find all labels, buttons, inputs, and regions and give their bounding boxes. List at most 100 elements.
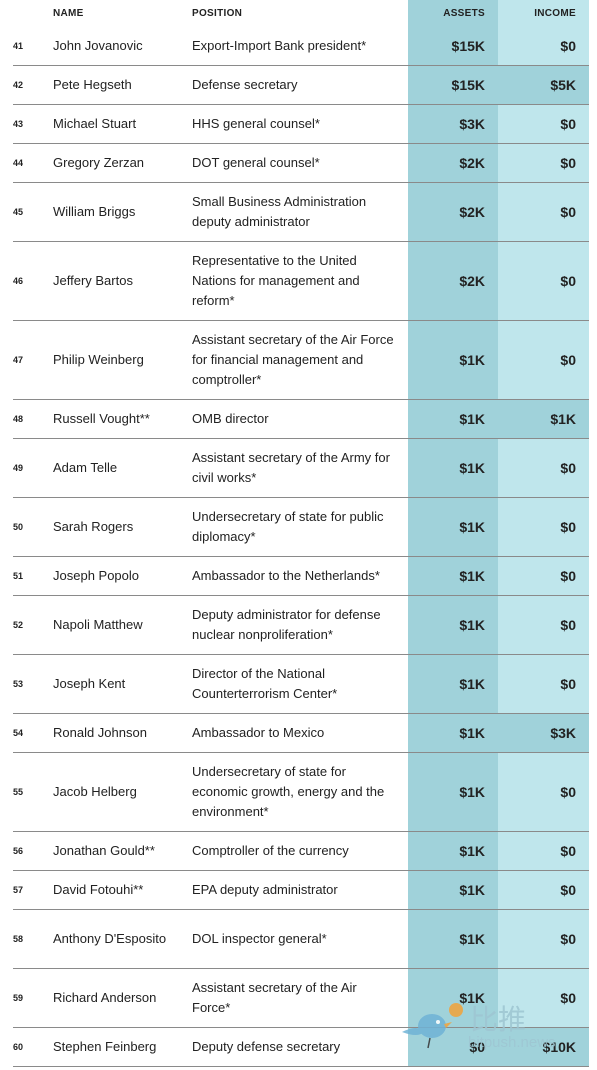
row-number: 52 <box>13 620 24 630</box>
row-position: Defense secretary <box>192 77 298 92</box>
row-income: $0 <box>498 832 589 870</box>
row-number: 41 <box>13 41 24 51</box>
row-assets: $1K <box>408 753 498 831</box>
row-number: 53 <box>13 679 24 689</box>
table-row: 60 Stephen Feinberg Deputy defense secreta… <box>13 1028 589 1067</box>
row-assets: $1K <box>408 321 498 399</box>
row-number: 55 <box>13 787 24 797</box>
row-position: DOL inspector general* <box>192 931 327 946</box>
row-income: $0 <box>498 969 589 1027</box>
table-row: 49 Adam Telle Assistant secretary of the A… <box>13 439 589 498</box>
row-number: 42 <box>13 80 24 90</box>
row-income: $0 <box>498 27 589 65</box>
row-number: 58 <box>13 934 24 944</box>
row-number: 51 <box>13 571 24 581</box>
row-name: Napoli Matthew <box>53 617 143 632</box>
row-position: EPA deputy administrator <box>192 882 338 897</box>
row-income: $0 <box>498 596 589 654</box>
table-row: 56 Jonathan Gould** Comptroller of the cur… <box>13 832 589 871</box>
row-assets: $1K <box>408 596 498 654</box>
row-assets: $2K <box>408 242 498 320</box>
row-income: $0 <box>498 655 589 713</box>
row-position: Ambassador to Mexico <box>192 725 325 740</box>
row-income: $0 <box>498 439 589 497</box>
table-row: 51 Joseph Popolo Ambassador to the Netherl… <box>13 557 589 596</box>
row-assets: $1K <box>408 910 498 968</box>
table-row: 44 Gregory Zerzan DOT general counsel* $2K $… <box>13 144 589 183</box>
row-number: 59 <box>13 993 24 1003</box>
table-row: 50 Sarah Rogers Undersecretary of state fo… <box>13 498 589 557</box>
row-position: Assistant secretary of the Air Force for… <box>192 332 394 387</box>
row-position: Export-Import Bank president* <box>192 38 367 53</box>
row-assets: $1K <box>408 871 498 909</box>
row-position: DOT general counsel* <box>192 155 320 170</box>
row-assets: $1K <box>408 655 498 713</box>
row-position: Undersecretary of state for public diplo… <box>192 509 384 544</box>
row-number: 60 <box>13 1042 24 1052</box>
row-position: Small Business Administration deputy adm… <box>192 194 367 229</box>
row-position: Ambassador to the Netherlands* <box>192 568 380 583</box>
row-name: Pete Hegseth <box>53 77 132 92</box>
row-name: Sarah Rogers <box>53 519 134 534</box>
row-position: Assistant secretary of the Air Force* <box>192 980 357 1015</box>
table-row: 53 Joseph Kent Director of the National Co… <box>13 655 589 714</box>
row-income: $0 <box>498 557 589 595</box>
row-position: Director of the National Counterterroris… <box>192 666 338 701</box>
row-income: $0 <box>498 871 589 909</box>
table-row: 57 David Fotouhi** EPA deputy administrato… <box>13 871 589 910</box>
row-assets: $1K <box>408 832 498 870</box>
row-assets: $3K <box>408 105 498 143</box>
table-row: 58 Anthony D'Esposito DOL inspector genera… <box>13 910 589 969</box>
row-number: 50 <box>13 522 24 532</box>
row-income: $0 <box>498 498 589 556</box>
table-body: 41 John Jovanovic Export-Import Bank presi… <box>13 27 589 1067</box>
row-name: Adam Telle <box>53 460 118 475</box>
header-name: NAME <box>53 7 84 19</box>
table-row: 43 Michael Stuart HHS general counsel* $3K $… <box>13 105 589 144</box>
table-row: 59 Richard Anderson Assistant secretary of… <box>13 969 589 1028</box>
table-row: 45 William Briggs Small Business Administr… <box>13 183 589 242</box>
row-number: 43 <box>13 119 24 129</box>
row-position: Comptroller of the currency <box>192 843 349 858</box>
disclosure-table: NAME POSITION ASSETS INCOME 41 John Jovan… <box>13 0 589 1067</box>
row-position: HHS general counsel* <box>192 116 320 131</box>
table-row: 48 Russell Vought** OMB director $1K $1K <box>13 400 589 439</box>
row-position: Assistant secretary of the Army for civi… <box>192 450 390 485</box>
row-name: Russell Vought** <box>53 411 150 426</box>
row-name: John Jovanovic <box>53 38 143 53</box>
row-name: Anthony D'Esposito <box>53 931 167 946</box>
row-income: $0 <box>498 321 589 399</box>
row-name: Stephen Feinberg <box>53 1039 157 1054</box>
row-income: $0 <box>498 144 589 182</box>
row-assets: $15K <box>408 66 498 104</box>
row-name: Richard Anderson <box>53 990 157 1005</box>
row-number: 56 <box>13 846 24 856</box>
row-name: Joseph Kent <box>53 676 126 691</box>
header-assets: ASSETS <box>408 0 498 27</box>
row-name: Jacob Helberg <box>53 784 137 799</box>
row-number: 48 <box>13 414 24 424</box>
row-number: 57 <box>13 885 24 895</box>
row-number: 54 <box>13 728 24 738</box>
table-row: 42 Pete Hegseth Defense secretary $15K $5K <box>13 66 589 105</box>
row-position: Undersecretary of state for economic gro… <box>192 764 385 819</box>
header-position: POSITION <box>192 7 243 19</box>
row-position: Deputy administrator for defense nuclear… <box>192 607 381 642</box>
row-income: $0 <box>498 242 589 320</box>
table-row: 41 John Jovanovic Export-Import Bank presi… <box>13 27 589 66</box>
row-name: William Briggs <box>53 204 136 219</box>
row-income: $0 <box>498 910 589 968</box>
row-income: $0 <box>498 753 589 831</box>
row-assets: $1K <box>408 439 498 497</box>
row-assets: $1K <box>408 400 498 438</box>
row-assets: $1K <box>408 714 498 752</box>
row-name: Ronald Johnson <box>53 725 147 740</box>
row-assets: $2K <box>408 183 498 241</box>
table-row: 47 Philip Weinberg Assistant secretary of … <box>13 321 589 400</box>
row-name: Gregory Zerzan <box>53 155 145 170</box>
row-number: 45 <box>13 207 24 217</box>
row-assets: $2K <box>408 144 498 182</box>
table-header: NAME POSITION ASSETS INCOME <box>13 0 589 27</box>
row-name: Joseph Popolo <box>53 568 140 583</box>
row-assets: $1K <box>408 969 498 1027</box>
